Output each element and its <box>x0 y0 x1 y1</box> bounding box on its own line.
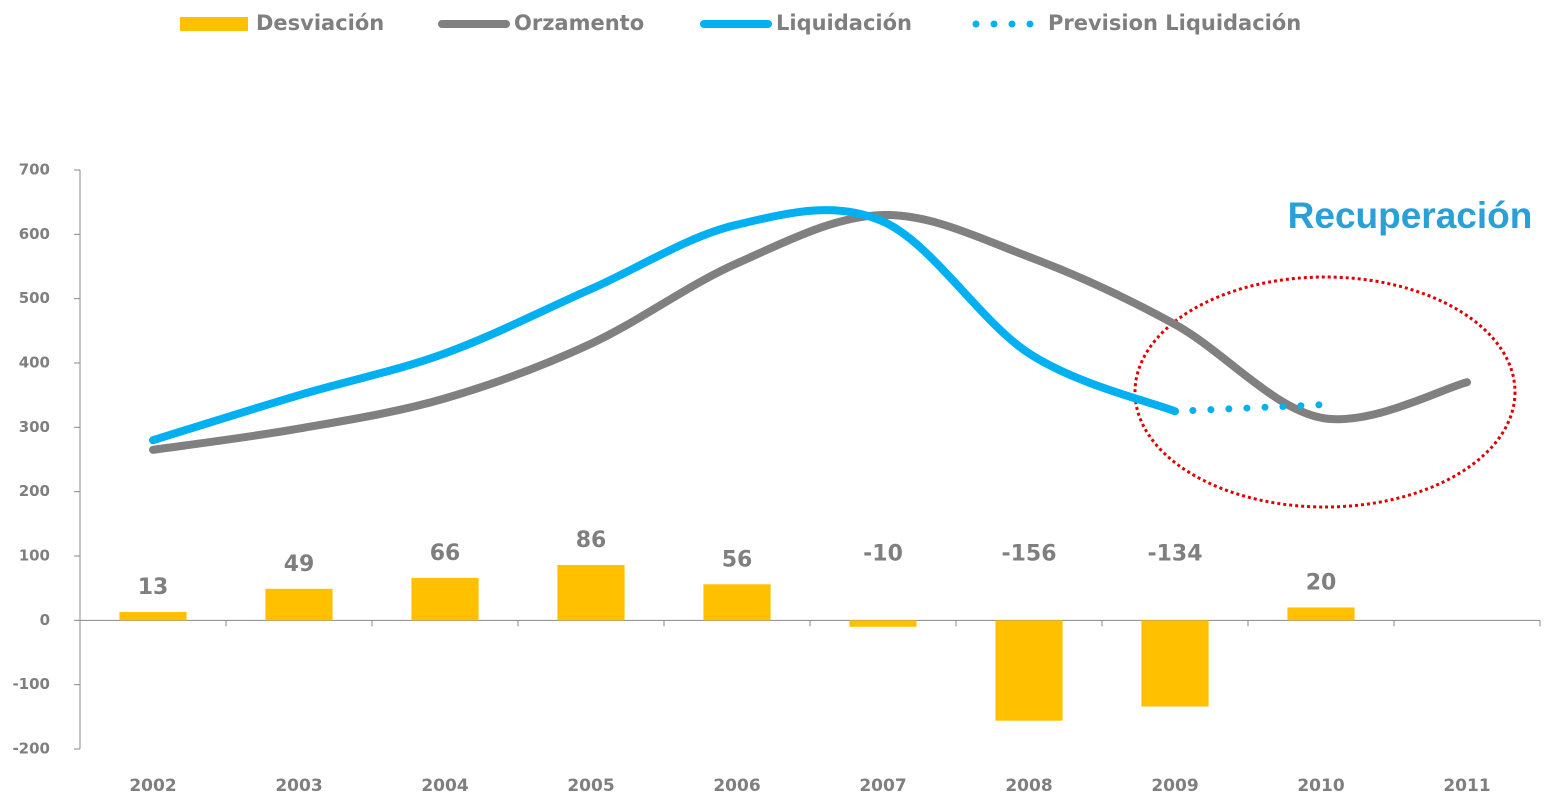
bar <box>703 584 771 621</box>
legend-label: Prevision Liquidación <box>1048 11 1301 35</box>
x-tick-label: 2004 <box>421 776 468 796</box>
bar <box>119 611 187 621</box>
line <box>149 211 1471 454</box>
data-label: -134 <box>1147 541 1202 566</box>
x-tick-label: 2005 <box>567 776 614 796</box>
y-tick-label: 600 <box>19 225 50 243</box>
line <box>1171 401 1325 415</box>
data-label: 20 <box>1306 570 1337 595</box>
y-tick-label: 700 <box>19 161 50 179</box>
y-tick-label: 400 <box>19 354 50 372</box>
y-tick-label: 0 <box>40 611 50 629</box>
y-tick-label: 100 <box>19 547 50 565</box>
bar <box>557 565 625 621</box>
y-tick-label: 300 <box>19 418 50 436</box>
y-tick-label: 200 <box>19 482 50 500</box>
legend-label: Liquidación <box>776 11 912 35</box>
bar <box>411 577 479 621</box>
bar <box>849 620 917 627</box>
line <box>149 206 1179 445</box>
bar <box>265 588 333 621</box>
annotation: Recuperación <box>1288 195 1533 236</box>
data-label: -156 <box>1001 541 1056 566</box>
data-label: 49 <box>284 552 315 577</box>
y-tick-label: -200 <box>12 740 50 758</box>
y-tick-label: 500 <box>19 289 50 307</box>
x-tick-label: 2010 <box>1297 776 1344 796</box>
x-tick-label: 2011 <box>1443 776 1490 796</box>
y-tick-label: -100 <box>12 675 50 693</box>
legend-swatch <box>180 17 248 31</box>
highlight-ellipse <box>1133 275 1517 509</box>
data-label: 56 <box>722 547 753 572</box>
legend-label: Desviación <box>256 11 384 35</box>
data-label: 66 <box>430 541 461 566</box>
bar <box>1141 620 1209 707</box>
bar <box>1287 607 1355 621</box>
x-tick-label: 2008 <box>1005 776 1052 796</box>
x-tick-label: 2007 <box>859 776 906 796</box>
x-tick-label: 2006 <box>713 776 760 796</box>
data-label: 86 <box>576 528 607 553</box>
legend-label: Orzamento <box>514 11 644 35</box>
x-tick-label: 2003 <box>275 776 322 796</box>
bar <box>995 620 1063 721</box>
x-tick-label: 2002 <box>129 776 176 796</box>
data-label: 13 <box>138 575 169 600</box>
data-label: -10 <box>863 541 903 566</box>
x-tick-label: 2009 <box>1151 776 1198 796</box>
